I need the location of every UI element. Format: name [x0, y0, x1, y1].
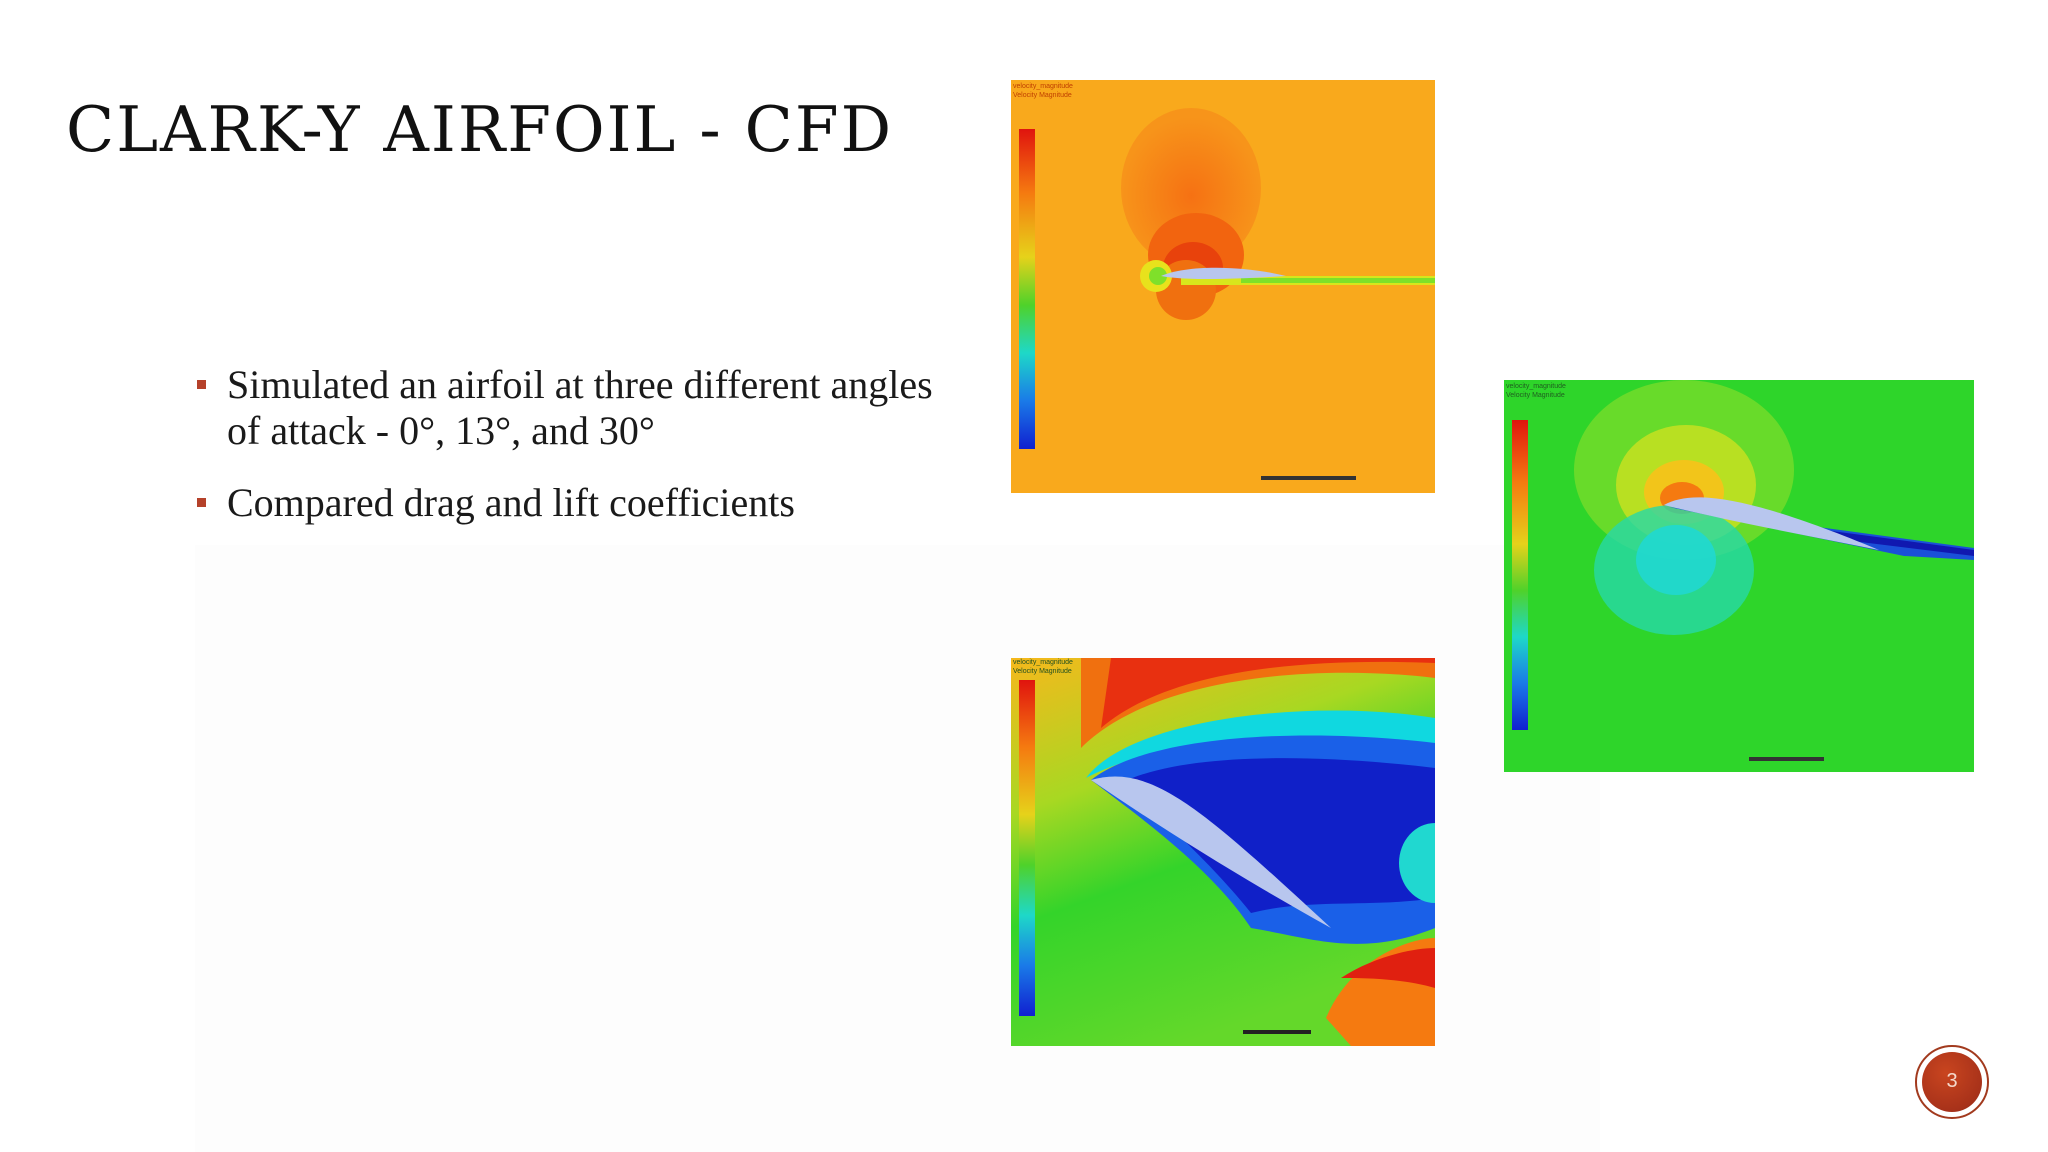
slide-number-badge-fill: 3 — [1922, 1052, 1982, 1112]
bullet-text: Compared drag and lift coefficients — [227, 480, 795, 525]
bullet-item: Compared drag and lift coefficients — [195, 480, 955, 526]
cfd-velocity-contour-30-deg: velocity_magnitude Velocity Magnitude — [1011, 658, 1435, 1046]
svg-text:velocity_magnitude: velocity_magnitude — [1013, 83, 1073, 90]
svg-text:Velocity Magnitude: Velocity Magnitude — [1013, 92, 1072, 99]
slide-title: CLARK-Y AIRFOIL - CFD — [66, 93, 894, 166]
bullet-marker-icon — [197, 498, 206, 507]
bullet-list: Simulated an airfoil at three different … — [195, 362, 955, 552]
cfd-contour-13-deg-graphic: velocity_magnitude Velocity Magnitude — [1504, 380, 1974, 772]
bullet-marker-icon — [197, 380, 206, 389]
svg-text:Velocity Magnitude: Velocity Magnitude — [1506, 392, 1565, 399]
slide-number: 3 — [1946, 1070, 1958, 1092]
svg-text:velocity_magnitude: velocity_magnitude — [1506, 383, 1566, 390]
cfd-contour-30-deg-graphic: velocity_magnitude Velocity Magnitude — [1011, 658, 1435, 1046]
cfd-velocity-contour-13-deg: velocity_magnitude Velocity Magnitude — [1504, 380, 1974, 772]
bullet-item: Simulated an airfoil at three different … — [195, 362, 955, 454]
svg-text:Velocity Magnitude: Velocity Magnitude — [1013, 668, 1072, 675]
slide-number-badge: 3 — [1915, 1045, 1989, 1119]
cfd-velocity-contour-0-deg: velocity_magnitude Velocity Magnitude — [1011, 80, 1435, 493]
cfd-contour-0-deg-graphic: velocity_magnitude Velocity Magnitude — [1011, 80, 1435, 493]
bullet-text: Simulated an airfoil at three different … — [227, 362, 933, 453]
svg-text:velocity_magnitude: velocity_magnitude — [1013, 659, 1073, 666]
